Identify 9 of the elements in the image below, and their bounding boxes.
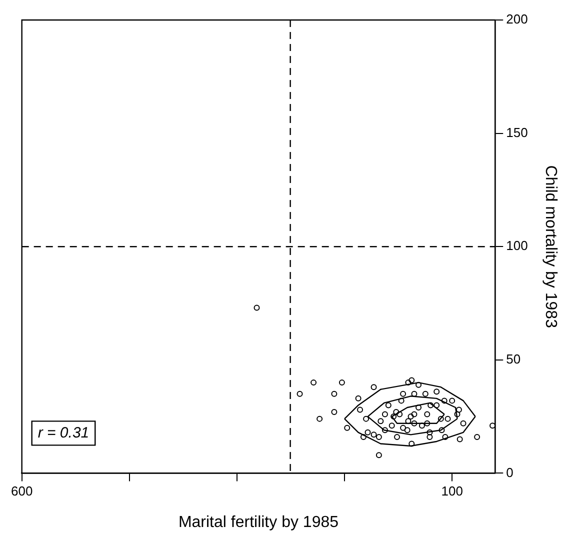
y-tick-label: 150 [506, 124, 528, 140]
y-tick-label: 50 [506, 351, 521, 366]
x-tick-label: 600 [10, 484, 33, 499]
y-axis-title: Child mortality by 1983 [542, 165, 559, 328]
x-axis-title: Marital fertility by 1985 [178, 514, 339, 531]
y-tick-label: 200 [506, 12, 528, 27]
y-tick-label: 100 [506, 238, 528, 254]
annotation: r = 0.31 [38, 424, 90, 442]
y-tick-label: 0 [506, 464, 514, 480]
